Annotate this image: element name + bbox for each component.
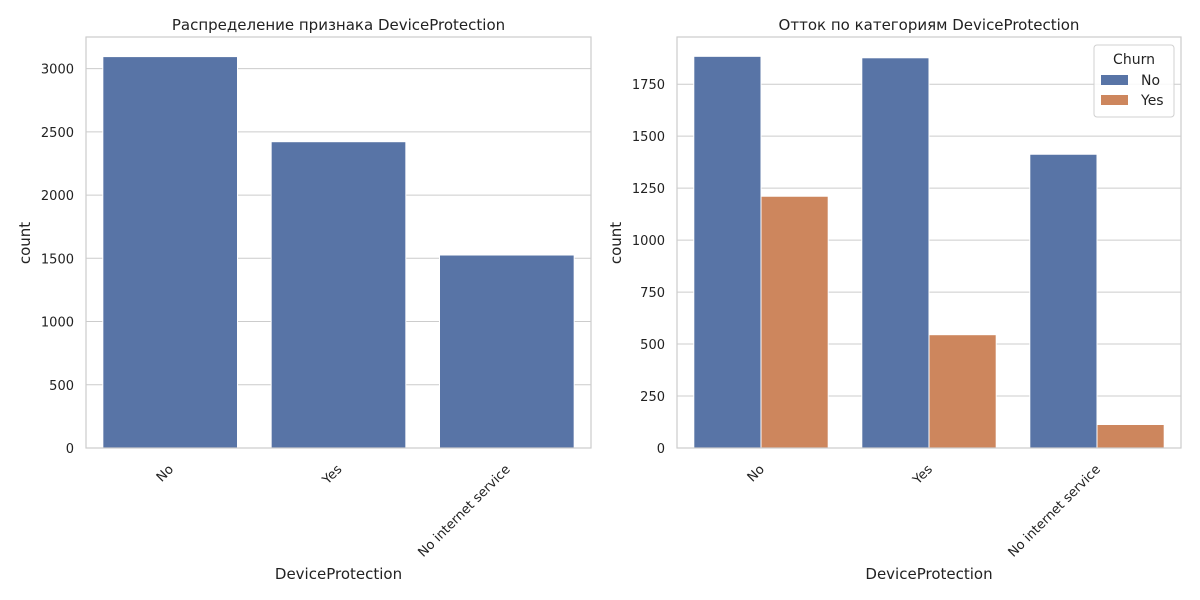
bar-yes-churn-no — [861, 57, 930, 449]
y-axis-label: count — [16, 222, 34, 264]
legend-label-no: No — [1141, 73, 1160, 89]
bar-yes — [270, 141, 407, 449]
y-tick-label: 750 — [640, 286, 665, 301]
legend: Churn No Yes — [1093, 44, 1175, 118]
bar-no-internet-service — [439, 254, 575, 449]
plot-frame — [676, 36, 1182, 449]
y-tick-label: 1500 — [632, 130, 665, 145]
bar-no-churn-yes — [760, 195, 829, 449]
legend-swatch-no — [1101, 75, 1128, 85]
y-tick-label: 0 — [66, 442, 74, 457]
y-tick-label: 2500 — [41, 126, 74, 141]
y-tick-label: 500 — [640, 338, 665, 353]
y-tick-label: 0 — [657, 442, 665, 457]
x-tick-label: Yes — [910, 462, 936, 488]
y-tick-label: 3000 — [41, 63, 74, 78]
y-tick-label: 1000 — [632, 234, 665, 249]
device-protection-distribution-chart: Распределение признака DeviceProtection … — [16, 16, 592, 583]
y-tick-label: 1500 — [41, 252, 74, 267]
y-tick-label: 1250 — [632, 182, 665, 197]
x-tick-label: No internet service — [1006, 462, 1104, 560]
y-tick-label: 2000 — [41, 189, 74, 204]
bar-no — [102, 56, 239, 449]
x-tick-label: No — [154, 462, 177, 485]
x-tick-label: Yes — [319, 462, 345, 488]
bar-no-internet-service-churn-no — [1029, 153, 1098, 449]
legend-swatch-yes — [1101, 95, 1128, 105]
chart-title: Отток по категориям DeviceProtection — [779, 16, 1080, 34]
bar-no-internet-service-churn-yes — [1096, 424, 1165, 449]
legend-title: Churn — [1113, 52, 1155, 68]
chart-title: Распределение признака DeviceProtection — [172, 16, 505, 34]
x-tick-label: No — [745, 462, 768, 485]
y-tick-label: 500 — [49, 379, 74, 394]
plot-frame — [85, 36, 592, 449]
x-axis-label: DeviceProtection — [865, 565, 992, 583]
y-tick-label: 250 — [640, 390, 665, 405]
bar-no-churn-no — [693, 55, 762, 449]
legend-label-yes: Yes — [1140, 93, 1164, 109]
bar-yes-churn-yes — [928, 334, 997, 449]
y-axis-label: count — [607, 222, 625, 264]
x-tick-label: No internet service — [415, 462, 513, 560]
y-tick-label: 1750 — [632, 78, 665, 93]
y-tick-label: 1000 — [41, 316, 74, 331]
x-axis-label: DeviceProtection — [275, 565, 402, 583]
churn-by-device-protection-chart: Отток по категориям DeviceProtection Dev… — [607, 16, 1182, 583]
